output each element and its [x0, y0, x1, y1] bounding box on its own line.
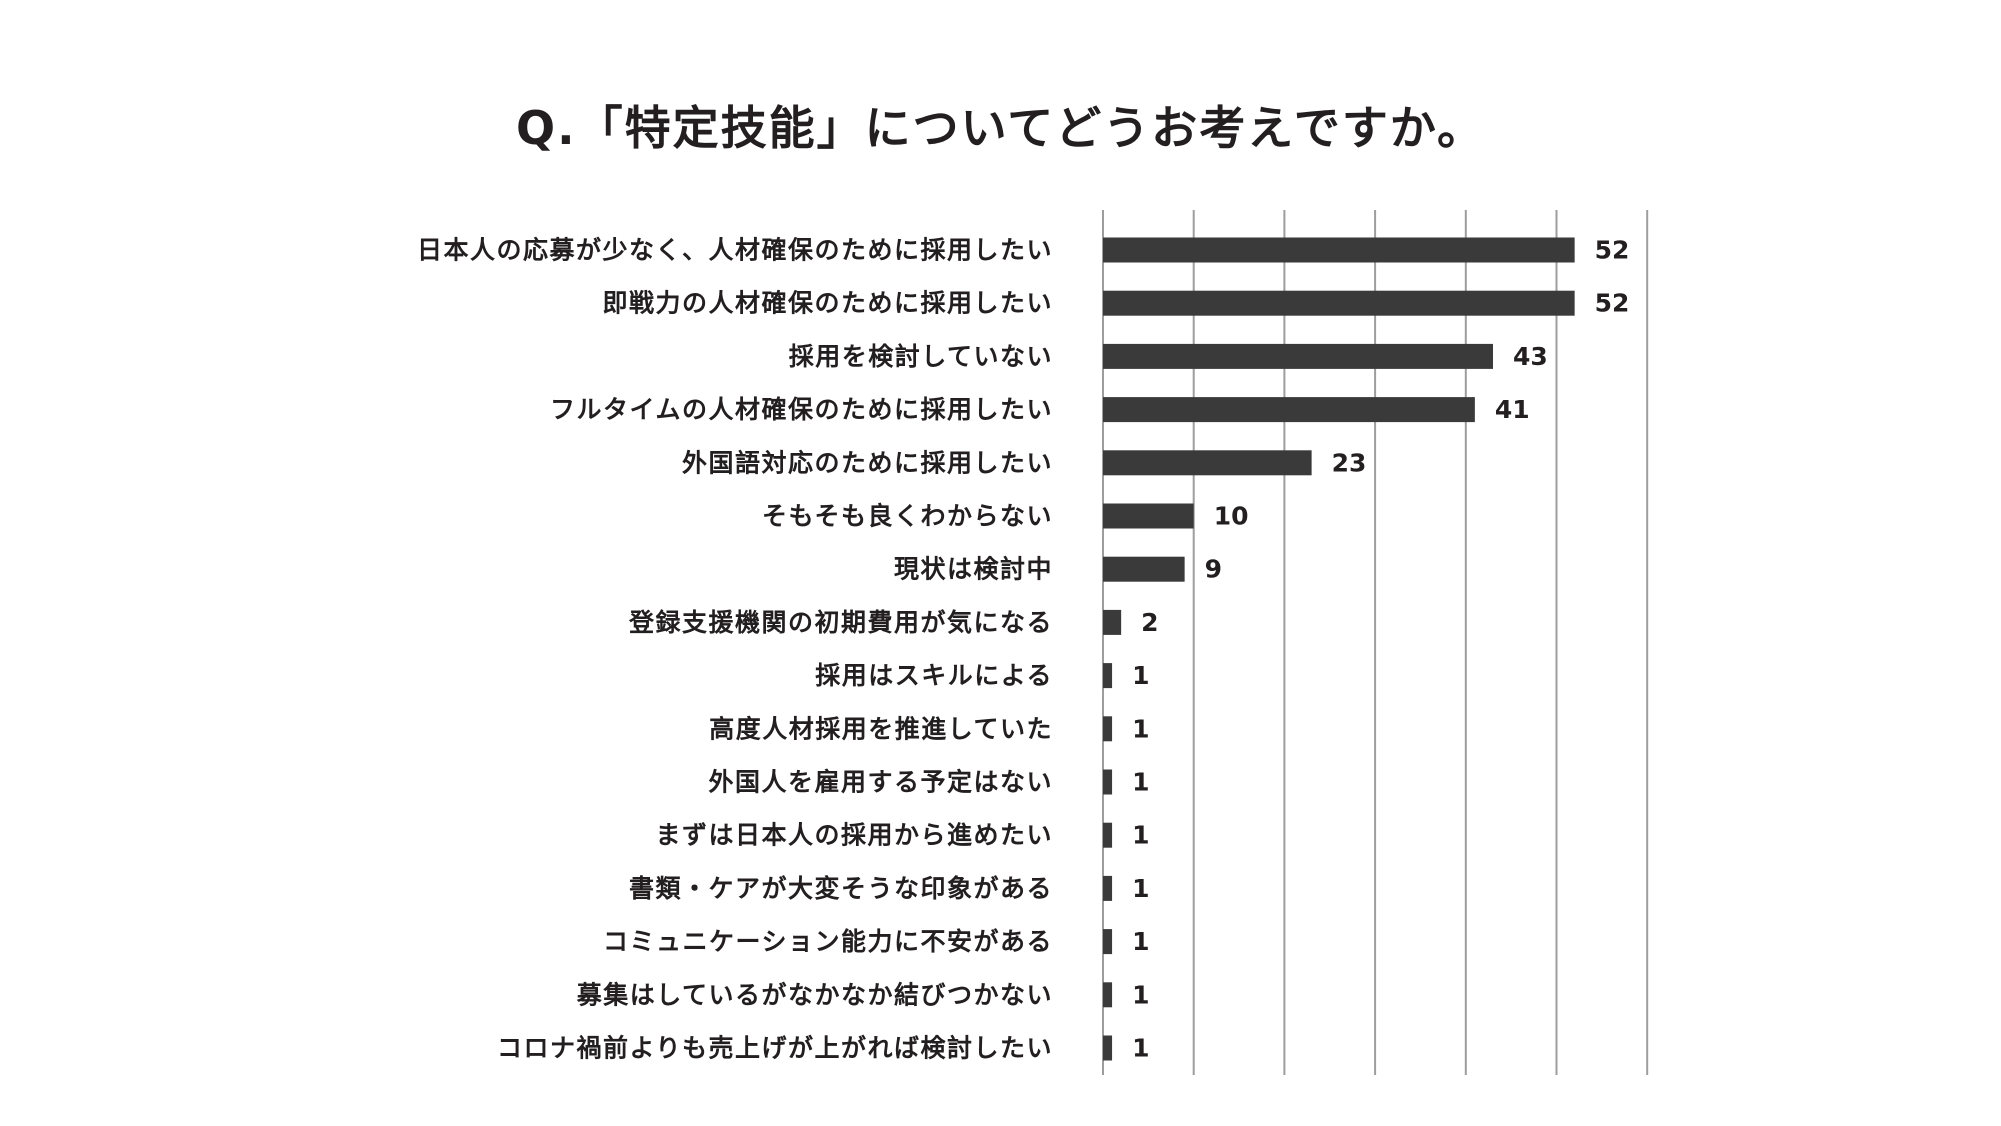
bar	[1103, 769, 1113, 795]
bar	[1103, 609, 1122, 635]
value-label: 52	[1595, 236, 1630, 265]
bar	[1103, 716, 1113, 742]
category-label: そもそも良くわからない	[762, 502, 1053, 531]
bar	[1103, 237, 1575, 263]
value-label: 9	[1205, 555, 1222, 584]
value-label: 41	[1495, 395, 1530, 424]
category-label: コミュニケーション能力に不安がある	[603, 927, 1053, 956]
category-label: 外国人を雇用する予定はない	[708, 768, 1053, 797]
category-label: 外国語対応のために採用したい	[682, 448, 1053, 477]
category-labels: 日本人の応募が少なく、人材確保のために採用したい即戦力の人材確保のために採用した…	[417, 236, 1053, 1063]
bars	[1103, 237, 1575, 1061]
bar	[1103, 503, 1194, 529]
bar	[1103, 875, 1113, 901]
bar	[1103, 982, 1113, 1008]
bar	[1103, 290, 1575, 316]
chart-title: Q.「特定技能」についてどうお考えですか。	[516, 101, 1485, 155]
category-label: 現状は検討中	[894, 555, 1053, 584]
value-label: 1	[1132, 1034, 1149, 1063]
category-label: 書類・ケアが大変そうな印象がある	[629, 874, 1053, 903]
value-label: 1	[1132, 821, 1149, 850]
category-label: 募集はしているがなかなか結びつかない	[576, 980, 1053, 1009]
category-label: フルタイムの人材確保のために採用したい	[550, 395, 1053, 424]
value-labels: 52 52 43 41 23 10 9 2 1 1 1 1 1 1 1 1	[1132, 236, 1629, 1063]
bar	[1103, 397, 1475, 423]
category-label: 採用を検討していない	[789, 342, 1053, 371]
category-label: 採用はスキルによる	[815, 661, 1053, 690]
bar	[1103, 450, 1312, 476]
bar	[1103, 1035, 1113, 1061]
category-label: 即戦力の人材確保のために採用したい	[602, 289, 1053, 318]
value-label: 52	[1595, 289, 1630, 318]
category-label: コロナ禍前よりも売上げが上がれば検討したい	[497, 1034, 1053, 1063]
category-label: まずは日本人の採用から進めたい	[655, 821, 1053, 850]
bar	[1103, 822, 1113, 848]
value-label: 1	[1132, 927, 1149, 956]
value-label: 23	[1332, 448, 1367, 477]
value-label: 1	[1132, 980, 1149, 1009]
value-label: 1	[1132, 768, 1149, 797]
value-label: 1	[1132, 661, 1149, 690]
value-label: 10	[1214, 502, 1249, 531]
category-label: 高度人材採用を推進していた	[709, 714, 1053, 743]
bar	[1103, 343, 1494, 369]
bar	[1103, 929, 1113, 955]
value-label: 1	[1132, 714, 1149, 743]
value-label: 2	[1141, 608, 1158, 637]
category-label: 登録支援機関の初期費用が気になる	[628, 608, 1053, 637]
value-label: 43	[1513, 342, 1548, 371]
bar	[1103, 556, 1185, 582]
bar	[1103, 663, 1113, 689]
value-label: 1	[1132, 874, 1149, 903]
grid-lines	[1102, 210, 1649, 1075]
category-label: 日本人の応募が少なく、人材確保のために採用したい	[417, 236, 1053, 265]
